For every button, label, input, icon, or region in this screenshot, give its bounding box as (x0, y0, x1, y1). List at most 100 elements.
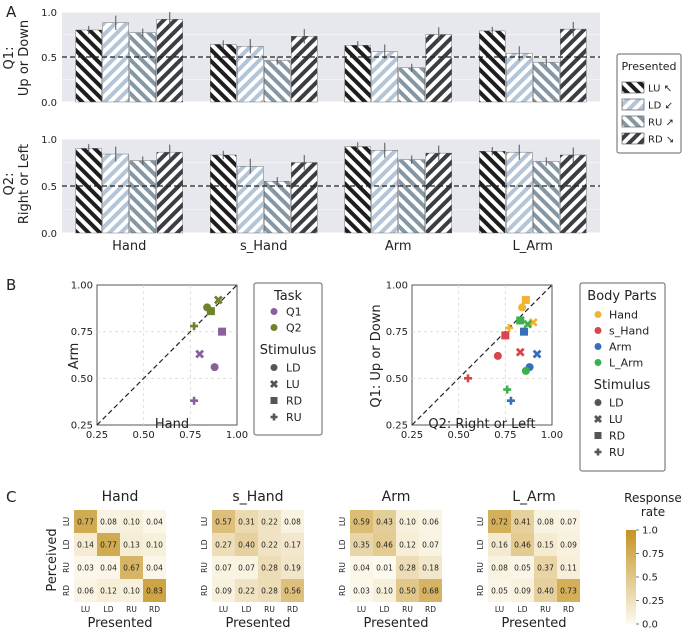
heat-cell-lu-rd (281, 510, 304, 533)
y-tick-label: LU (338, 517, 347, 526)
heat-cell-label: 0.46 (376, 541, 393, 550)
heat-cell-lu-ld (97, 510, 120, 533)
x-tick-label: 0.25 (86, 430, 108, 441)
panel-b-scatter-plots: 0.250.250.500.500.750.751.001.00 0.250.2… (67, 281, 666, 472)
heat-cell-label: 0.10 (123, 587, 140, 596)
heat-cell-label: 0.28 (261, 587, 278, 596)
heat-cell-rd-rd (419, 579, 442, 602)
heat-cell-label: 0.28 (261, 564, 278, 573)
legend-task-title: Task (273, 289, 303, 304)
bar-chart-q2-ylabel-line1: Q2: (2, 173, 17, 196)
legend-swatch-lu (621, 81, 645, 94)
heat-cell-ru-lu (212, 556, 235, 579)
point-q1-rd (218, 327, 227, 336)
x-tick-label: RD (149, 605, 160, 614)
category-label-arm: Arm (385, 239, 412, 254)
legend-label-rd: RD ↘ (648, 135, 674, 146)
heat-cell-ld-ld (235, 533, 258, 556)
legend-marker-q1 (270, 308, 278, 315)
point-q1-lu (195, 349, 205, 359)
bar-s-hand-lu (210, 44, 237, 103)
heat-cell-label: 0.09 (514, 587, 531, 596)
legend-presented-title: Presented (621, 60, 676, 73)
heat-cell-label: 0.27 (215, 541, 232, 550)
legend-marker-l-arm (594, 359, 602, 366)
heat-cell-lu-lu (74, 510, 97, 533)
heat-cell-label: 0.40 (238, 541, 255, 550)
bar-hand-rd (156, 19, 183, 103)
heat-cell-label: 0.14 (77, 541, 94, 550)
heat-cell-ru-ld (97, 556, 120, 579)
point-l-arm-lu (523, 319, 533, 329)
heat-cell-lu-lu (212, 510, 235, 533)
legend-label-ru: RU (286, 411, 302, 424)
heat-cell-ld-ld (373, 533, 396, 556)
bar-chart-q2: 0.0 0.5 1.0 Hand s_Hand Arm L_Arm (41, 135, 600, 254)
x-tick-label: RU (540, 605, 551, 614)
bar-arm-ld (371, 150, 398, 234)
x-tick-label: LU (219, 605, 228, 614)
panel-letter-a: A (6, 3, 17, 21)
heat-cell-lu-lu (350, 510, 373, 533)
legend-label-ld: LD ↙ (648, 101, 673, 112)
category-label-l-arm: L_Arm (513, 239, 553, 254)
legend-label-ru: RU (609, 446, 625, 459)
scatter-q2-vs-q1-ylabel: Q1: Up or Down (369, 304, 384, 407)
heat-cell-rd-ld (235, 579, 258, 602)
heat-cell-ld-rd (557, 533, 580, 556)
legend-bodyparts-title: Body Parts (587, 289, 657, 304)
heat-cell-rd-ld (511, 579, 534, 602)
heatmap-arm: Arm 0.59 0.43 0.10 0.06 0.35 0.46 0.12 0.07 0.04 0… (338, 489, 442, 630)
heat-cell-ld-ru (120, 533, 143, 556)
heat-cell-label: 0.08 (537, 518, 554, 527)
y-tick-label: 1.00 (71, 281, 93, 292)
bar-l-arm-lu (479, 30, 506, 103)
heatmap-hand: Hand 0.77 0.08 0.10 0.04 0.14 0.77 0.13 0.10 0.03… (62, 489, 166, 630)
x-tick-label: RU (264, 605, 275, 614)
x-tick-label: LU (495, 605, 504, 614)
heat-cell-lu-ru (396, 510, 419, 533)
scatter-hand-vs-arm: 0.250.25 0.50 0.50 0.75 0.75 1.00 1.00 (71, 281, 248, 442)
heat-cell-rd-lu (350, 579, 373, 602)
legend-bodyparts-stimulus: Body Parts Stimulus Hand s_Hand Arm L_Arm LD… (579, 282, 666, 472)
heat-cell-label: 0.43 (376, 518, 393, 527)
x-tick-label: LU (81, 605, 90, 614)
heat-cell-label: 0.22 (261, 518, 278, 527)
bar-s-hand-ld (237, 46, 264, 103)
heat-cell-label: 0.16 (491, 541, 508, 550)
y-tick-label: RD (338, 585, 347, 596)
legend-swatch-ru (621, 115, 645, 128)
y-tick-label: LD (338, 539, 347, 549)
heat-cell-rd-ld (97, 579, 120, 602)
y-tick-label: 1.0 (41, 8, 57, 19)
bar-hand-lu (75, 29, 102, 103)
legend-label-ru: RU ↗ (648, 118, 674, 129)
y-tick-label: 0.5 (41, 182, 57, 193)
heat-cell-label: 0.01 (376, 564, 393, 573)
heat-cell-ru-rd (143, 556, 166, 579)
heat-cell-lu-ld (511, 510, 534, 533)
bar-chart-q1-ylabel-line1: Q1: (2, 47, 17, 70)
legend-swatch-rd (621, 132, 645, 145)
x-tick-label: 0.50 (448, 430, 470, 441)
heat-cell-label: 0.07 (215, 564, 232, 573)
y-tick-label: RD (476, 585, 485, 596)
point-hand-ru (505, 323, 514, 332)
heat-cell-label: 0.40 (537, 587, 554, 596)
legend-label-s-hand: s_Hand (609, 325, 649, 338)
heat-cell-label: 0.09 (560, 541, 577, 550)
bar-arm-ru (398, 159, 425, 234)
heat-cell-ld-ld (97, 533, 120, 556)
heat-cell-rd-rd (281, 579, 304, 602)
y-tick-label: 0.0 (41, 98, 57, 109)
heat-cell-label: 0.03 (353, 587, 370, 596)
heat-cell-label: 0.18 (422, 564, 439, 573)
heat-cell-ld-ru (258, 533, 281, 556)
scatter-hand-vs-arm-xlabel: Hand (155, 417, 189, 432)
point-l-arm-rd (516, 316, 525, 325)
legend-marker-lu (594, 415, 602, 423)
colorbar-gradient (626, 530, 636, 624)
heat-cell-label: 0.56 (284, 587, 301, 596)
heat-cell-label: 0.04 (353, 564, 370, 573)
legend-label-hand: Hand (609, 309, 638, 322)
